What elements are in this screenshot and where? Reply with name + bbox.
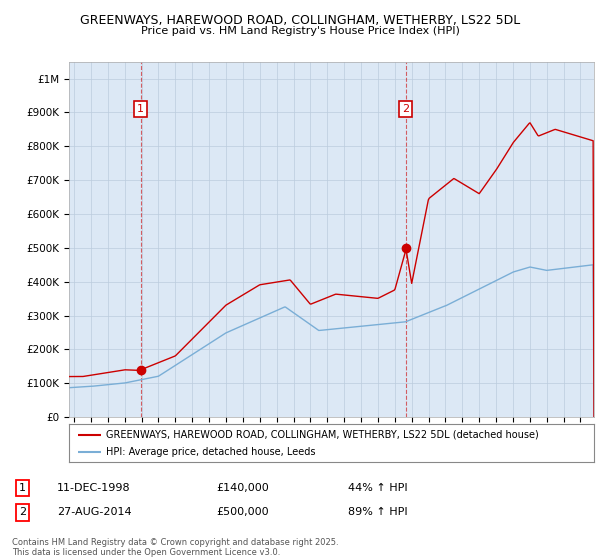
Text: 11-DEC-1998: 11-DEC-1998	[57, 483, 131, 493]
Text: £140,000: £140,000	[216, 483, 269, 493]
Text: £500,000: £500,000	[216, 507, 269, 517]
Text: GREENWAYS, HAREWOOD ROAD, COLLINGHAM, WETHERBY, LS22 5DL (detached house): GREENWAYS, HAREWOOD ROAD, COLLINGHAM, WE…	[106, 430, 539, 440]
Text: 2: 2	[402, 104, 409, 114]
Text: 89% ↑ HPI: 89% ↑ HPI	[348, 507, 407, 517]
Text: 27-AUG-2014: 27-AUG-2014	[57, 507, 131, 517]
Text: Contains HM Land Registry data © Crown copyright and database right 2025.
This d: Contains HM Land Registry data © Crown c…	[12, 538, 338, 557]
Text: 1: 1	[137, 104, 144, 114]
Text: GREENWAYS, HAREWOOD ROAD, COLLINGHAM, WETHERBY, LS22 5DL: GREENWAYS, HAREWOOD ROAD, COLLINGHAM, WE…	[80, 14, 520, 27]
Text: HPI: Average price, detached house, Leeds: HPI: Average price, detached house, Leed…	[106, 447, 315, 457]
Text: 44% ↑ HPI: 44% ↑ HPI	[348, 483, 407, 493]
Text: 2: 2	[19, 507, 26, 517]
Text: 1: 1	[19, 483, 26, 493]
Text: Price paid vs. HM Land Registry's House Price Index (HPI): Price paid vs. HM Land Registry's House …	[140, 26, 460, 36]
